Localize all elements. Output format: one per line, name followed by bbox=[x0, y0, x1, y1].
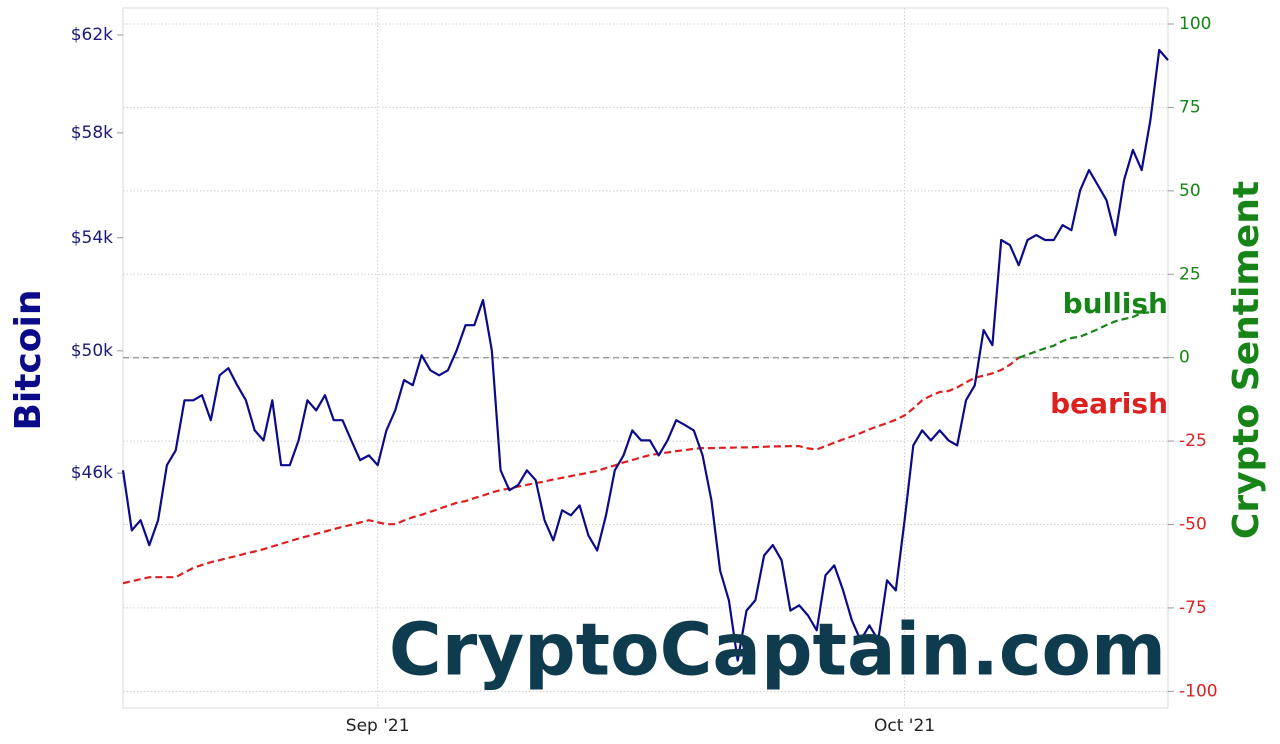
y2-tick-label: -25 bbox=[1179, 431, 1207, 451]
x-tick-label: Oct '21 bbox=[874, 716, 935, 736]
x-tick-label: Sep '21 bbox=[346, 716, 410, 736]
y-tick-label: $54k bbox=[71, 228, 113, 248]
y2-tick-label: 50 bbox=[1179, 181, 1201, 201]
y2-tick-label: -50 bbox=[1179, 514, 1207, 534]
y-tick-label: $46k bbox=[71, 463, 113, 483]
y-tick-label: $50k bbox=[71, 341, 113, 361]
price-line bbox=[121, 48, 1169, 662]
y-axis-title: Bitcoin bbox=[8, 289, 49, 430]
sentiment-line-bearish bbox=[122, 356, 1020, 585]
y2-tick-label: -75 bbox=[1179, 598, 1207, 618]
y-tick-label: $62k bbox=[71, 25, 113, 45]
y2-tick-label: 0 bbox=[1179, 348, 1190, 368]
annotation: bullish bbox=[1063, 287, 1168, 320]
y-tick-label: $58k bbox=[71, 123, 113, 143]
watermark: CryptoCaptain.com bbox=[389, 608, 1166, 692]
sentiment-line-bullish bbox=[1018, 311, 1151, 359]
y2-axis-title: Crypto Sentiment bbox=[1226, 181, 1267, 539]
y2-tick-label: -100 bbox=[1179, 681, 1218, 701]
y2-tick-label: 25 bbox=[1179, 264, 1201, 284]
y2-tick-label: 75 bbox=[1179, 97, 1201, 117]
annotation: bearish bbox=[1050, 387, 1168, 420]
y2-tick-label: 100 bbox=[1179, 14, 1211, 34]
